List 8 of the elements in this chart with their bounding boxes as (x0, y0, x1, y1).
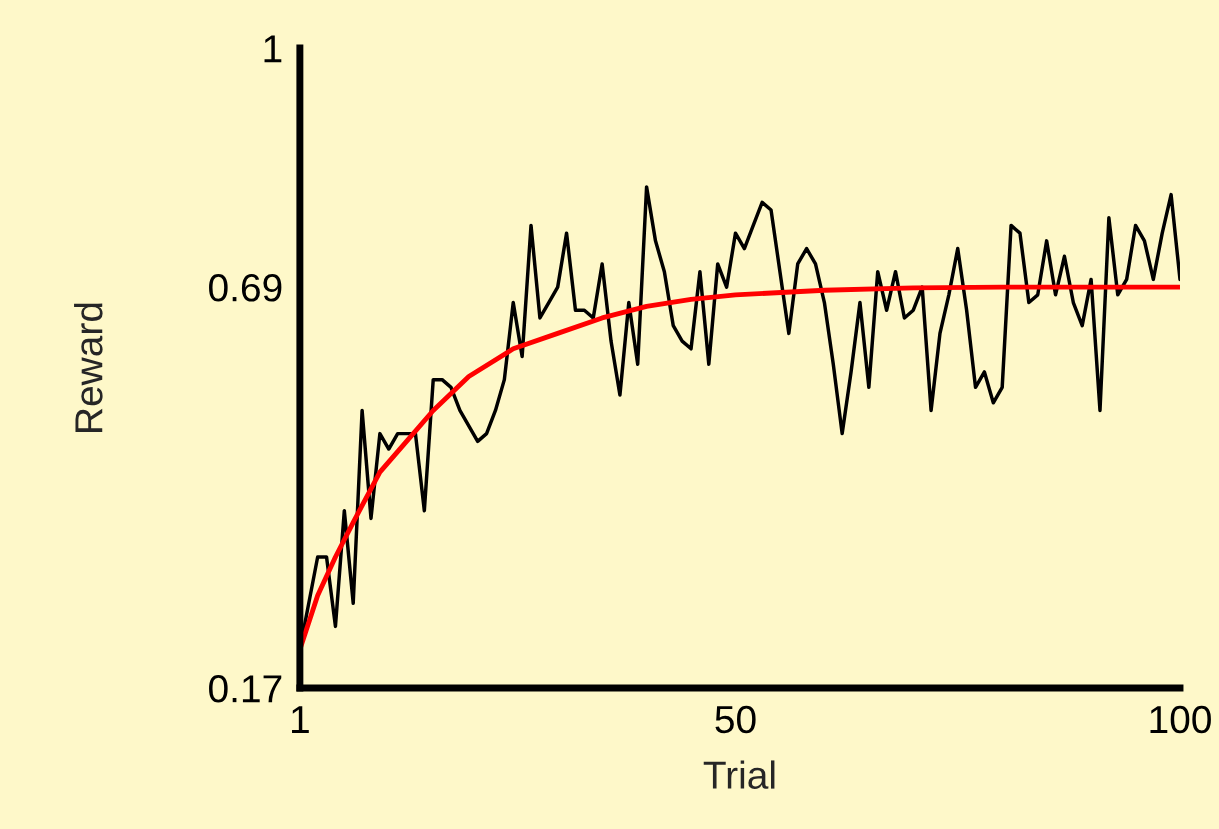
x-tick-label: 50 (715, 705, 756, 734)
y-tick-label: 1 (264, 35, 282, 63)
x-tick-label: 100 (1150, 705, 1211, 734)
x-axis-title: Trial (703, 760, 775, 789)
y-tick-label: 0.69 (209, 274, 282, 302)
y-tick-label: 0.17 (209, 675, 282, 703)
y-axis-title: Reward (74, 303, 103, 432)
x-tick-label: 1 (292, 706, 309, 733)
